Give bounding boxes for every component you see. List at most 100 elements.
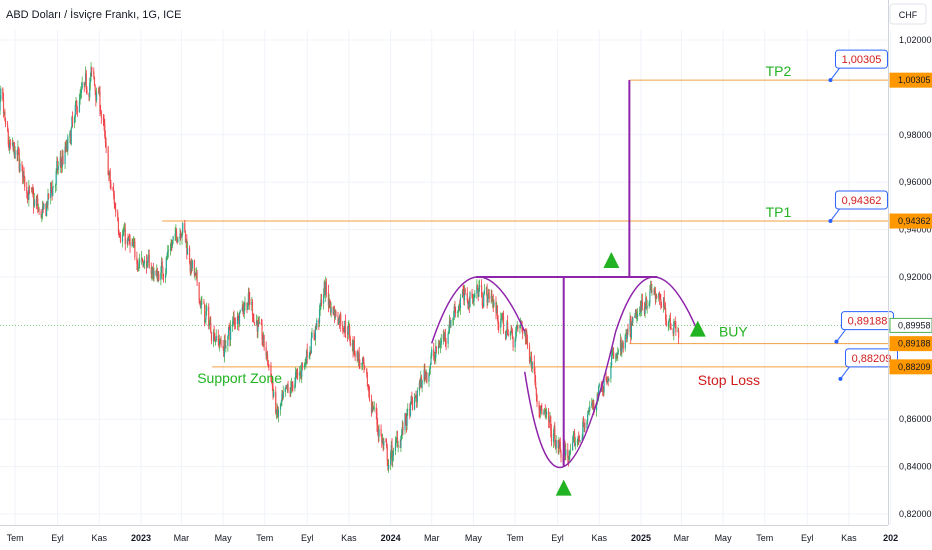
candle-body bbox=[591, 402, 594, 404]
candle-body bbox=[117, 212, 119, 221]
candle-body bbox=[309, 351, 311, 357]
candle-body bbox=[567, 457, 570, 461]
candles bbox=[0, 62, 680, 473]
candle-body bbox=[555, 440, 557, 449]
candle-body bbox=[143, 263, 145, 266]
candle-body bbox=[14, 150, 16, 159]
candle-body bbox=[104, 136, 107, 144]
price-axis-level-label: 0,88209 bbox=[898, 362, 931, 372]
candle-body bbox=[251, 301, 253, 305]
candle-body bbox=[500, 318, 503, 320]
candle-body bbox=[95, 93, 98, 101]
time-tick-label: Eyl bbox=[51, 533, 64, 543]
candle-body bbox=[587, 414, 589, 422]
candle-body bbox=[381, 435, 383, 443]
candle-body bbox=[367, 386, 369, 390]
candle-body bbox=[526, 339, 529, 346]
candle-body bbox=[3, 111, 5, 114]
price-axis[interactable]: 1,02000 0,98000 0,96000 0,94000 0,92000 0,860… bbox=[899, 35, 932, 519]
candle-body bbox=[492, 299, 494, 306]
candle-body bbox=[170, 245, 172, 250]
candle-body bbox=[228, 327, 230, 329]
candle-body bbox=[649, 290, 651, 303]
candle-body bbox=[435, 346, 437, 358]
candle-body bbox=[411, 396, 413, 400]
candle-body bbox=[373, 407, 375, 409]
candle-body bbox=[45, 203, 47, 216]
candle-body bbox=[27, 196, 29, 200]
candle-body bbox=[409, 408, 411, 416]
candle-body bbox=[206, 306, 208, 312]
candle-body bbox=[636, 313, 639, 317]
candle-body bbox=[559, 441, 561, 453]
buy-callout-pointer bbox=[836, 329, 846, 342]
candle-body bbox=[305, 350, 308, 363]
candle-body bbox=[391, 445, 393, 462]
candle-body bbox=[357, 353, 360, 362]
candle-body bbox=[174, 234, 176, 237]
candle-body bbox=[276, 408, 278, 412]
candle-body bbox=[320, 299, 323, 304]
candle-body bbox=[180, 236, 182, 238]
candle-body bbox=[405, 413, 407, 420]
candle-body bbox=[337, 316, 339, 325]
time-axis[interactable]: Tem Eyl Kas 2023 Mar May Tem Eyl Kas 2024 Mar May Te… bbox=[7, 533, 899, 543]
candle-body bbox=[496, 306, 498, 313]
candle-body bbox=[172, 236, 174, 241]
candle-body bbox=[304, 363, 306, 366]
candle-body bbox=[329, 301, 332, 313]
candle-body bbox=[249, 298, 251, 305]
candle-body bbox=[327, 291, 330, 306]
candle-body bbox=[100, 110, 102, 112]
candle-body bbox=[41, 214, 43, 217]
candle-body bbox=[472, 300, 475, 303]
candle-body bbox=[162, 276, 165, 278]
candle-body bbox=[649, 284, 652, 291]
candle-body bbox=[650, 284, 652, 291]
currency-label[interactable]: CHF bbox=[899, 10, 918, 20]
candle-body bbox=[295, 371, 297, 373]
candle-body bbox=[656, 296, 658, 298]
candle-body bbox=[152, 267, 154, 278]
candle-body bbox=[37, 198, 39, 210]
candle-body bbox=[177, 239, 179, 243]
candle-body bbox=[205, 311, 207, 320]
candle-body bbox=[445, 340, 447, 344]
candle-body bbox=[318, 309, 321, 324]
candle-body bbox=[423, 369, 425, 380]
price-axis-labels: 1,00305 0,94362 0,89188 0,88209 0,89958 bbox=[889, 72, 932, 375]
candle-body bbox=[675, 324, 677, 332]
candle-body bbox=[315, 326, 317, 328]
candle-body bbox=[377, 429, 379, 437]
candle-body bbox=[616, 353, 618, 355]
candle-body bbox=[541, 409, 543, 414]
candle-body bbox=[468, 300, 470, 308]
candle-body bbox=[420, 376, 422, 387]
candle-body bbox=[237, 316, 239, 319]
candle-body bbox=[515, 325, 518, 331]
candle-body bbox=[200, 302, 202, 309]
candle-body bbox=[219, 340, 221, 342]
candle-body bbox=[588, 410, 590, 412]
candle-body bbox=[641, 300, 643, 310]
candle-body bbox=[639, 313, 641, 314]
candle-body bbox=[498, 324, 500, 328]
candle-body bbox=[294, 372, 297, 384]
candle-body bbox=[438, 344, 440, 348]
candle-body bbox=[152, 267, 154, 273]
candle-body bbox=[165, 273, 167, 278]
candle-body bbox=[213, 331, 215, 338]
currency-button[interactable] bbox=[889, 3, 927, 25]
candle-body bbox=[519, 325, 521, 329]
candle-body bbox=[48, 193, 50, 198]
breakout-arrow-icon bbox=[603, 252, 620, 268]
candle-body bbox=[491, 295, 493, 302]
candle-body bbox=[626, 335, 628, 339]
time-tick-label: Kas bbox=[341, 533, 357, 543]
candle-body bbox=[71, 117, 73, 128]
tp1-label: TP1 bbox=[766, 204, 792, 220]
candle-body bbox=[333, 308, 336, 319]
candle-body bbox=[223, 339, 226, 357]
candle-body bbox=[409, 401, 412, 416]
